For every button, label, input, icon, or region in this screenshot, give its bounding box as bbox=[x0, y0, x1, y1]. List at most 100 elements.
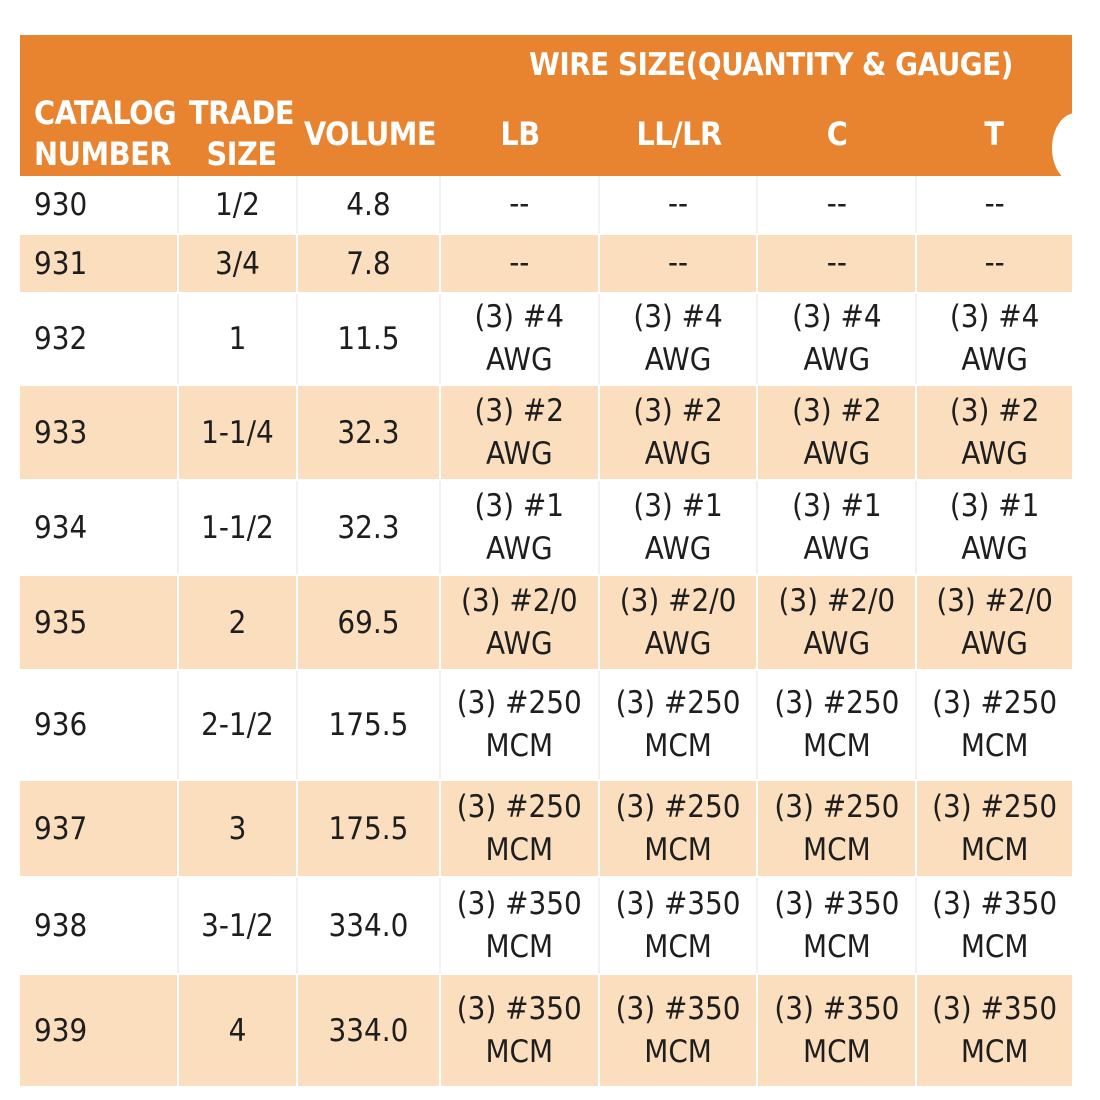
lb-wire-cell: -- bbox=[441, 235, 600, 292]
volume-cell: 4.8 bbox=[298, 176, 441, 233]
wire-size-line: (3) #2/0 bbox=[619, 582, 737, 619]
c-wire-cell: -- bbox=[758, 235, 918, 292]
wire-size-line: MCM bbox=[960, 831, 1029, 868]
t-wire-cell: (3) #2 AWG bbox=[917, 386, 1072, 479]
lb-wire-cell: (3) #350 MCM bbox=[441, 975, 600, 1086]
volume-cell: 7.8 bbox=[298, 235, 441, 292]
catalog-number-cell: 936 bbox=[20, 671, 179, 779]
wire-size-line: AWG bbox=[644, 435, 712, 472]
ll-lr-header: LL/LR bbox=[636, 114, 722, 153]
wire-size-line: -- bbox=[984, 186, 1005, 222]
wire-size-line: MCM bbox=[485, 831, 554, 868]
trade-size-cell: 3-1/2 bbox=[179, 878, 298, 973]
table-row: 938 3-1/2 334.0 (3) #350 MCM (3) #350 MCM (3) #… bbox=[20, 878, 1072, 975]
wire-size-line: (3) #2/0 bbox=[936, 582, 1053, 619]
trade-size-cell: 1-1/4 bbox=[179, 386, 298, 479]
catalog-number-cell: 932 bbox=[20, 294, 179, 384]
catalog-number-cell: 934 bbox=[20, 481, 179, 574]
wire-size-line: AWG bbox=[803, 530, 871, 567]
trade-size-cell: 1/2 bbox=[179, 176, 298, 233]
wire-size-line: AWG bbox=[961, 625, 1028, 662]
wire-size-line: AWG bbox=[485, 530, 553, 567]
wire-size-line: MCM bbox=[485, 1033, 554, 1070]
table-row: 934 1-1/2 32.3 (3) #1 AWG (3) #1 AWG (3) #1 AWG(… bbox=[20, 481, 1072, 576]
catalog-number-cell: 938 bbox=[20, 878, 179, 973]
table-row: 931 3/4 7.8 -- -- -- -- bbox=[20, 235, 1072, 294]
volume-cell: 334.0 bbox=[298, 975, 441, 1086]
wire-size-line: (3) #250 bbox=[615, 788, 741, 825]
t-header: T bbox=[984, 114, 1004, 153]
wire-size-line: MCM bbox=[960, 1033, 1029, 1070]
wire-size-line: MCM bbox=[803, 928, 871, 965]
catalog-number-cell: 937 bbox=[20, 781, 179, 876]
wire-size-line: (3) #4 bbox=[633, 299, 723, 335]
t-wire-cell: (3) #350 MCM bbox=[917, 878, 1072, 973]
wire-size-line: (3) #250 bbox=[774, 685, 900, 721]
wire-size-line: AWG bbox=[961, 530, 1028, 567]
llr-wire-cell: (3) #350 MCM bbox=[600, 878, 759, 973]
catalog-header-line2: NUMBER bbox=[34, 135, 171, 173]
wire-size-line: (3) #350 bbox=[774, 885, 900, 922]
llr-wire-cell: -- bbox=[600, 176, 759, 233]
c-wire-cell: (3) #250 MCM bbox=[758, 781, 918, 876]
t-wire-cell: (3) #250 MCM bbox=[917, 671, 1072, 779]
wire-size-line: AWG bbox=[485, 342, 553, 378]
llr-wire-cell: (3) #250 MCM bbox=[600, 781, 759, 876]
table-row: 936 2-1/2 175.5 (3) #250 MCM (3) #250 MCM (3) #… bbox=[20, 671, 1072, 781]
catalog-number-cell: 931 bbox=[20, 235, 179, 292]
wire-size-line: MCM bbox=[803, 831, 871, 868]
wire-size-line: MCM bbox=[485, 728, 554, 764]
lb-wire-cell: (3) #4 AWG bbox=[441, 294, 600, 384]
t-wire-cell: (3) #4 AWG bbox=[917, 294, 1072, 384]
llr-wire-cell: (3) #4 AWG bbox=[600, 294, 759, 384]
table-row: 935 2 69.5 (3) #2/0 AWG (3) #2/0 AWG (3) #2/0 AW… bbox=[20, 576, 1072, 671]
volume-header: VOLUME bbox=[303, 114, 437, 153]
wire-size-line: (3) #1 bbox=[792, 487, 882, 524]
table-row: 939 4 334.0 (3) #350 MCM (3) #350 MCM (3) #350 M… bbox=[20, 975, 1072, 1088]
wire-size-line: (3) #350 bbox=[456, 885, 582, 922]
table-header: WIRE SIZE(QUANTITY & GAUGE) CATALOG NUMB… bbox=[20, 35, 1072, 176]
c-wire-cell: (3) #250 MCM bbox=[758, 671, 918, 779]
wire-size-line: -- bbox=[984, 245, 1005, 281]
wire-size-line: -- bbox=[509, 245, 530, 281]
trade-size-cell: 3/4 bbox=[179, 235, 298, 292]
t-wire-cell: -- bbox=[917, 235, 1072, 292]
table-row: 933 1-1/4 32.3 (3) #2 AWG (3) #2 AWG (3) #2 AWG(… bbox=[20, 386, 1072, 481]
wire-size-line: (3) #1 bbox=[474, 487, 565, 524]
wire-size-line: (3) #350 bbox=[456, 990, 582, 1027]
lb-wire-cell: (3) #2 AWG bbox=[441, 386, 600, 479]
lb-wire-cell: (3) #350 MCM bbox=[441, 878, 600, 973]
llr-wire-cell: (3) #250 MCM bbox=[600, 671, 759, 779]
table-row: 930 1/2 4.8 -- -- -- -- bbox=[20, 176, 1072, 235]
wire-size-line: MCM bbox=[803, 728, 871, 764]
volume-cell: 175.5 bbox=[298, 781, 441, 876]
wire-size-line: (3) #1 bbox=[633, 487, 723, 524]
llr-wire-cell: (3) #350 MCM bbox=[600, 975, 759, 1086]
lb-wire-cell: (3) #1 AWG bbox=[441, 481, 600, 574]
wire-size-line: MCM bbox=[960, 728, 1029, 764]
t-wire-cell: (3) #2/0 AWG bbox=[917, 576, 1072, 669]
catalog-number-cell: 935 bbox=[20, 576, 179, 669]
catalog-number-cell: 930 bbox=[20, 176, 179, 233]
wire-size-line: (3) #250 bbox=[456, 788, 582, 825]
c-wire-cell: (3) #4 AWG bbox=[758, 294, 918, 384]
wire-size-line: AWG bbox=[644, 530, 712, 567]
wire-size-line: -- bbox=[667, 186, 689, 222]
wire-size-line: (3) #350 bbox=[774, 990, 900, 1027]
table-body: 930 1/2 4.8 -- -- -- -- 931 3/4 7.8 -- -- -- -- 932 1 11… bbox=[20, 176, 1072, 1088]
wire-size-line: AWG bbox=[644, 342, 712, 378]
wire-size-line: -- bbox=[667, 245, 689, 281]
wire-size-line: (3) #1 bbox=[949, 487, 1040, 524]
wire-size-line: (3) #250 bbox=[932, 685, 1058, 721]
wire-size-line: (3) #4 bbox=[949, 299, 1040, 335]
wire-size-line: AWG bbox=[961, 342, 1028, 378]
wire-size-line: AWG bbox=[644, 625, 712, 662]
wire-size-line: AWG bbox=[803, 625, 871, 662]
lb-header: LB bbox=[500, 114, 540, 153]
wire-size-line: MCM bbox=[644, 1033, 712, 1070]
wire-size-line: (3) #2 bbox=[474, 392, 565, 429]
wire-size-line: AWG bbox=[803, 342, 871, 378]
t-wire-cell: (3) #1 AWG bbox=[917, 481, 1072, 574]
wire-size-line: -- bbox=[509, 186, 530, 222]
wire-size-line: MCM bbox=[644, 928, 712, 965]
